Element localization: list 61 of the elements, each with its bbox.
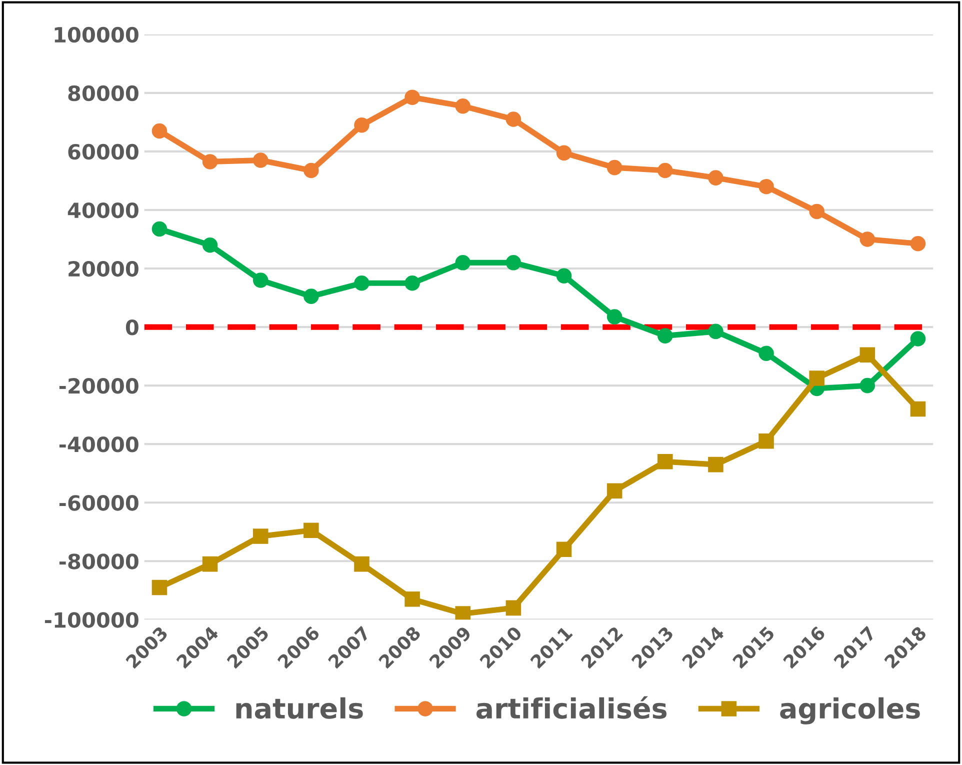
point: [758, 434, 774, 449]
y-tick-label: 20000: [68, 260, 138, 277]
y-tick-label: 100000: [54, 26, 138, 43]
point: [506, 112, 522, 127]
point: [860, 378, 876, 394]
point: [152, 221, 168, 237]
point: [252, 272, 268, 288]
point: [252, 152, 268, 168]
point: [506, 255, 522, 270]
point: [455, 98, 471, 114]
point: [506, 600, 522, 616]
point: [304, 522, 319, 538]
point: [202, 237, 218, 253]
point: [657, 162, 673, 178]
point: [860, 232, 876, 247]
point: [809, 204, 824, 220]
point: [556, 145, 572, 161]
y-tick-label: 0: [126, 319, 138, 336]
y-tick-label: 60000: [68, 144, 138, 160]
legend-label: naturels: [236, 697, 363, 719]
point: [455, 255, 471, 270]
point: [152, 123, 168, 139]
point: [758, 178, 774, 194]
point: [404, 592, 420, 607]
point: [708, 170, 724, 186]
legend-label: artificialisés: [476, 696, 666, 719]
point: [606, 483, 622, 499]
point: [910, 236, 926, 252]
point: [556, 542, 572, 558]
point: [304, 288, 319, 304]
point: [455, 606, 471, 620]
point: [657, 328, 673, 344]
point: [910, 331, 926, 346]
point: [404, 90, 420, 105]
point: [304, 162, 319, 178]
y-tick-label: -20000: [59, 378, 138, 394]
point: [708, 324, 724, 340]
point: [556, 268, 572, 284]
y-tick-label: 80000: [68, 85, 138, 102]
point: [202, 556, 218, 572]
point: [354, 276, 370, 291]
y-tick-label: -60000: [59, 495, 138, 511]
point: [606, 309, 622, 324]
point: [404, 276, 420, 291]
y-tick-label: -40000: [59, 436, 138, 452]
y-tick-label: -80000: [59, 554, 138, 570]
point: [152, 580, 168, 596]
point: [860, 347, 876, 362]
point: [252, 528, 268, 544]
legend-label: agricoles: [780, 697, 920, 724]
point: [708, 456, 724, 472]
y-tick-label: 40000: [68, 202, 138, 218]
point: [606, 160, 622, 176]
point: [354, 117, 370, 133]
point: [354, 556, 370, 572]
point: [809, 370, 824, 386]
point: [657, 454, 673, 470]
point: [758, 346, 774, 362]
point: [910, 401, 926, 417]
point: [202, 154, 218, 170]
y-tick-label: -100000: [44, 612, 138, 628]
